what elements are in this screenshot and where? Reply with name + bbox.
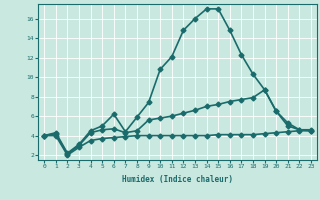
X-axis label: Humidex (Indice chaleur): Humidex (Indice chaleur): [122, 175, 233, 184]
